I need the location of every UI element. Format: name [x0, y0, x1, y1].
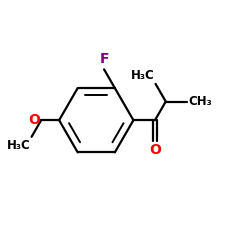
Text: O: O — [149, 144, 161, 158]
Text: CH₃: CH₃ — [188, 95, 212, 108]
Text: H₃C: H₃C — [7, 139, 30, 152]
Text: F: F — [99, 52, 109, 66]
Text: H₃C: H₃C — [130, 69, 154, 82]
Text: O: O — [28, 113, 40, 127]
